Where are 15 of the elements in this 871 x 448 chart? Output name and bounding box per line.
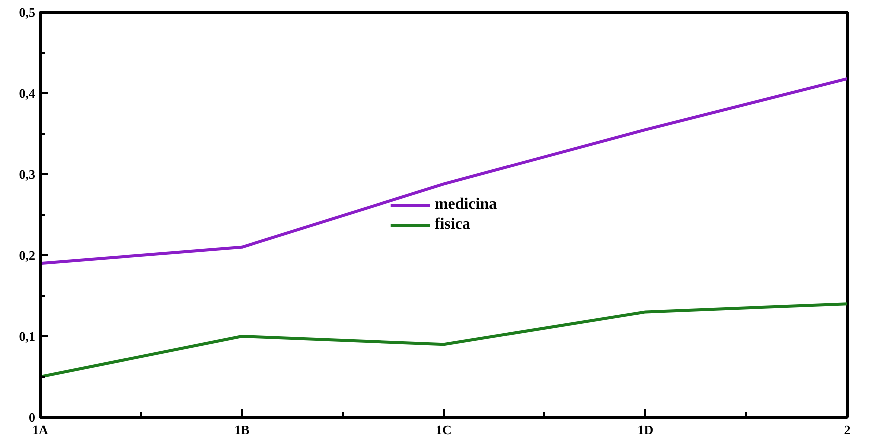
- y-tick-label: 0,2: [19, 248, 36, 263]
- x-tick-label: 1B: [234, 422, 250, 438]
- x-tick-label: 1A: [32, 422, 50, 438]
- x-tick-label: 2: [844, 422, 851, 438]
- x-tick-label: 1C: [436, 422, 452, 438]
- y-tick-label: 0,4: [19, 86, 36, 101]
- y-tick-label: 0,3: [19, 167, 36, 182]
- legend-label: medicina: [434, 196, 498, 214]
- y-tick-label: 0,5: [19, 5, 36, 20]
- x-tick-label: 1D: [638, 422, 654, 438]
- y-tick-label: 0: [29, 410, 36, 425]
- line-series: [40, 302, 848, 378]
- y-tick-label: 0,1: [19, 329, 36, 344]
- legend-label: fisica: [434, 216, 470, 234]
- line-series: [40, 77, 848, 266]
